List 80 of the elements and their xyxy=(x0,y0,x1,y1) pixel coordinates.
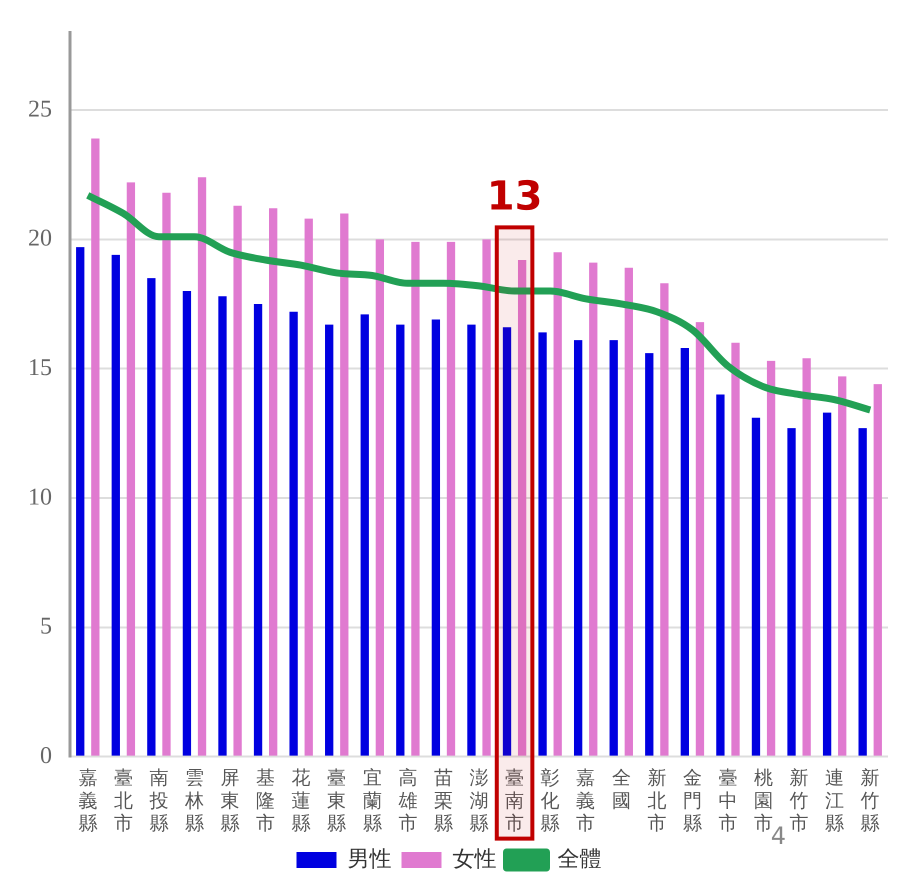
x-tick-label: 高雄市 xyxy=(397,766,418,835)
x-tick-label: 臺南市 xyxy=(505,768,524,835)
bar xyxy=(411,242,420,756)
bar xyxy=(802,358,811,756)
bar xyxy=(822,412,832,756)
bar xyxy=(446,242,456,756)
bar xyxy=(304,218,313,756)
x-tick-label: 澎湖縣 xyxy=(470,768,488,835)
x-tick-label: 桃園市 xyxy=(754,768,774,835)
x-tick-label: 南投縣 xyxy=(148,768,168,835)
bar xyxy=(126,182,136,756)
bar xyxy=(482,239,491,756)
bar xyxy=(269,208,278,756)
x-tick-label: 金門縣 xyxy=(682,768,702,835)
x-tick-label: 全國 xyxy=(612,768,631,812)
x-tick-label: 基隆市 xyxy=(256,768,276,835)
bar xyxy=(502,327,512,756)
bar xyxy=(554,252,562,756)
bar xyxy=(696,322,704,756)
bar xyxy=(838,376,846,756)
x-tick-label: 臺東縣 xyxy=(327,768,346,835)
bar xyxy=(147,278,156,756)
bar xyxy=(858,428,867,756)
bar xyxy=(112,254,120,756)
bar xyxy=(660,283,669,756)
bar xyxy=(589,262,598,756)
x-tick-label: 連江縣 xyxy=(825,768,844,835)
y-tick-label: 10 xyxy=(28,484,52,510)
x-tick-label: 屏東縣 xyxy=(220,768,240,835)
bar xyxy=(91,138,100,756)
bar xyxy=(360,314,369,756)
x-tick-label: 新北市 xyxy=(647,766,666,835)
bar xyxy=(752,418,760,756)
bar xyxy=(610,340,618,756)
x-tick-label: 宜蘭縣 xyxy=(362,766,382,835)
bar xyxy=(396,324,404,756)
bar xyxy=(766,360,776,756)
x-tick-label: 花蓮縣 xyxy=(292,768,311,835)
x-tick-label: 雲林縣 xyxy=(184,768,204,835)
y-tick-label: 15 xyxy=(28,354,52,381)
x-tick-label: 嘉義縣 xyxy=(78,768,98,835)
bar xyxy=(432,319,440,756)
y-tick-label: 25 xyxy=(28,96,52,122)
legend-label: 男性 xyxy=(348,846,392,871)
x-tick-label: 新竹縣 xyxy=(860,766,880,835)
bar xyxy=(233,206,242,756)
y-tick-label: 5 xyxy=(40,614,52,640)
bar xyxy=(716,394,725,756)
bar xyxy=(162,192,171,756)
x-tick-label: 臺中市 xyxy=(718,768,738,835)
bar xyxy=(518,260,526,756)
bar xyxy=(538,332,547,756)
bar xyxy=(731,342,740,756)
x-tick-label: 臺北市 xyxy=(114,768,133,835)
bar xyxy=(340,213,348,756)
bar xyxy=(289,312,298,756)
bar xyxy=(680,348,689,756)
x-tick-label: 彰化縣 xyxy=(540,766,560,835)
bar xyxy=(787,428,796,756)
bar xyxy=(76,247,84,756)
x-tick-label: 嘉義市 xyxy=(576,768,596,835)
x-tick-label: 新竹市 xyxy=(790,766,809,835)
y-tick-label: 0 xyxy=(40,742,52,769)
x-tick-label: 苗栗縣 xyxy=(434,768,453,835)
bar xyxy=(254,304,262,756)
bar xyxy=(182,291,192,756)
bar xyxy=(645,353,654,756)
band-label: 13 xyxy=(486,174,542,220)
bar xyxy=(376,239,384,756)
bar xyxy=(574,340,582,756)
bar xyxy=(325,324,334,756)
bar xyxy=(874,384,882,756)
bar xyxy=(624,268,633,756)
bar xyxy=(467,324,476,756)
legend-label: 全體 xyxy=(558,846,602,871)
text: 4 xyxy=(770,822,786,850)
bar xyxy=(218,296,227,756)
legend-label: 女性 xyxy=(452,846,496,871)
bar xyxy=(198,177,206,756)
y-tick-label: 20 xyxy=(28,226,52,252)
